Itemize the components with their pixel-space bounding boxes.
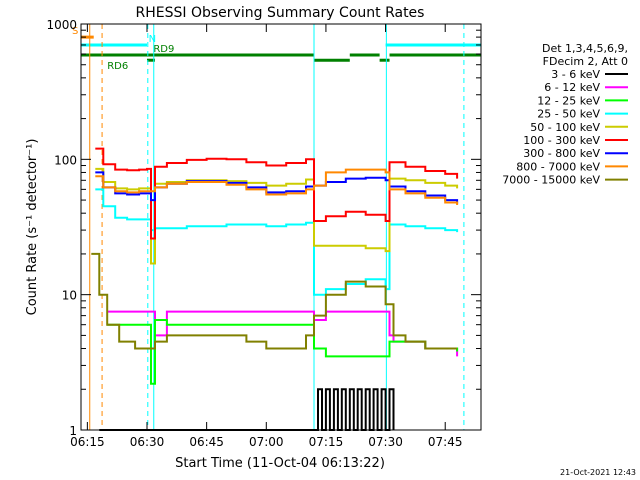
series-line bbox=[95, 168, 459, 205]
series-line bbox=[107, 310, 459, 357]
legend-entry-label: 25 - 50 keV bbox=[537, 108, 600, 121]
x-tick-label: 07:30 bbox=[368, 435, 403, 449]
legend: Det 1,3,4,5,6,9, FDecim 2, Att 0 3 - 6 k… bbox=[502, 42, 628, 187]
axis-ticks: 06:15 06:30 06:45 07:00 07:15 07:30 07:45 1 10 10… bbox=[46, 18, 481, 449]
y-tick-label: 1 bbox=[69, 424, 77, 438]
legend-entry-label: 800 - 7000 keV bbox=[516, 160, 600, 173]
x-tick-label: 06:15 bbox=[70, 435, 105, 449]
x-tick-label: 07:00 bbox=[249, 435, 284, 449]
x-tick-label: 07:15 bbox=[309, 435, 344, 449]
x-axis-label: Start Time (11-Oct-04 06:13:22) bbox=[175, 456, 385, 471]
x-tick-label: 06:30 bbox=[130, 435, 165, 449]
series-lines bbox=[91, 147, 459, 431]
legend-entry-label: 3 - 6 keV bbox=[551, 68, 600, 81]
chart-title: RHESSI Observing Summary Count Rates bbox=[136, 5, 425, 21]
legend-entry-label: 100 - 300 keV bbox=[523, 134, 600, 147]
series-line bbox=[91, 252, 458, 350]
y-tick-label: 10 bbox=[62, 289, 77, 303]
flag-label: RD6 bbox=[107, 61, 128, 72]
series-line bbox=[95, 188, 459, 296]
legend-entry-label: 50 - 100 keV bbox=[530, 121, 600, 134]
timestamp: 21-Oct-2021 12:43 bbox=[560, 468, 636, 477]
y-tick-label: 100 bbox=[54, 153, 77, 167]
legend-entry-label: 7000 - 15000 keV bbox=[502, 174, 600, 187]
flag-label: N bbox=[149, 34, 156, 45]
y-tick-label: 1000 bbox=[46, 18, 77, 32]
series-line bbox=[107, 319, 459, 385]
x-tick-label: 07:45 bbox=[428, 435, 463, 449]
y-axis-label: Count Rate (s⁻¹ detector⁻¹) bbox=[25, 139, 40, 316]
series-line bbox=[99, 388, 395, 431]
legend-entry-label: 300 - 800 keV bbox=[523, 147, 600, 160]
x-tick-label: 06:45 bbox=[189, 435, 224, 449]
flag-label: RD9 bbox=[153, 44, 174, 55]
legend-header-line: Det 1,3,4,5,6,9, bbox=[542, 42, 628, 55]
legend-header-line: FDecim 2, Att 0 bbox=[543, 55, 628, 68]
flag-label: S bbox=[72, 26, 78, 37]
series-line bbox=[95, 167, 459, 265]
legend-entry-label: 6 - 12 keV bbox=[544, 81, 600, 94]
plot-frame bbox=[80, 23, 482, 431]
legend-entry-label: 12 - 25 keV bbox=[537, 94, 600, 107]
